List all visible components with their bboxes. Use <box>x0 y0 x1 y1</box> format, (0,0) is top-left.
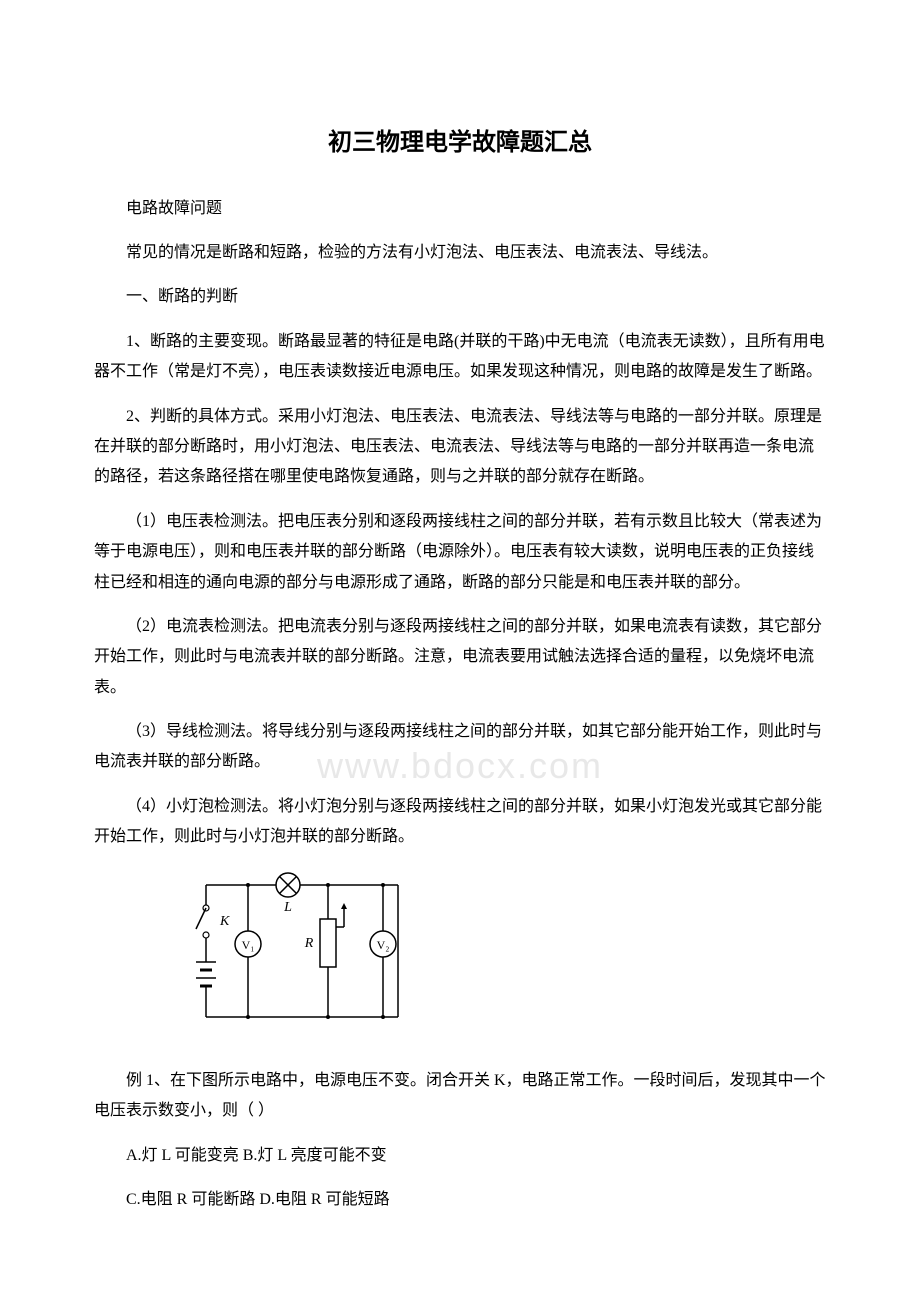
circuit-svg: L K V₁ <box>188 867 418 1037</box>
answer-option: A.灯 L 可能变亮 B.灯 L 亮度可能不变 <box>94 1141 826 1171</box>
paragraph: 1、断路的主要变现。断路最显著的特征是电路(并联的干路)中无电流（电流表无读数）… <box>94 327 826 388</box>
svg-text:V₁: V₁ <box>242 938 255 952</box>
circuit-diagram: L K V₁ <box>188 867 826 1048</box>
svg-text:V₂: V₂ <box>377 938 390 952</box>
svg-text:K: K <box>219 914 230 929</box>
svg-text:L: L <box>283 900 292 915</box>
answer-option: C.电阻 R 可能断路 D.电阻 R 可能短路 <box>94 1185 826 1215</box>
page-title: 初三物理电学故障题汇总 <box>94 120 826 166</box>
svg-text:R: R <box>304 936 314 951</box>
paragraph: （2）电流表检测法。把电流表分别与逐段两接线柱之间的部分并联，如果电流表有读数，… <box>94 612 826 703</box>
paragraph: 常见的情况是断路和短路，检验的方法有小灯泡法、电压表法、电流表法、导线法。 <box>94 238 826 268</box>
paragraph: 电路故障问题 <box>94 194 826 224</box>
paragraph: （1）电压表检测法。把电压表分别和逐段两接线柱之间的部分并联，若有示数且比较大（… <box>94 507 826 598</box>
paragraph: 2、判断的具体方式。采用小灯泡法、电压表法、电流表法、导线法等与电路的一部分并联… <box>94 402 826 493</box>
paragraph: （4）小灯泡检测法。将小灯泡分别与逐段两接线柱之间的部分并联，如果小灯泡发光或其… <box>94 792 826 853</box>
example-question: 例 1、在下图所示电路中，电源电压不变。闭合开关 K，电路正常工作。一段时间后，… <box>94 1066 826 1127</box>
section-heading: 一、断路的判断 <box>94 282 826 312</box>
paragraph: （3）导线检测法。将导线分别与逐段两接线柱之间的部分并联，如其它部分能开始工作，… <box>94 717 826 778</box>
document-container: www.bdocx.com 初三物理电学故障题汇总 电路故障问题 常见的情况是断… <box>94 120 826 1216</box>
